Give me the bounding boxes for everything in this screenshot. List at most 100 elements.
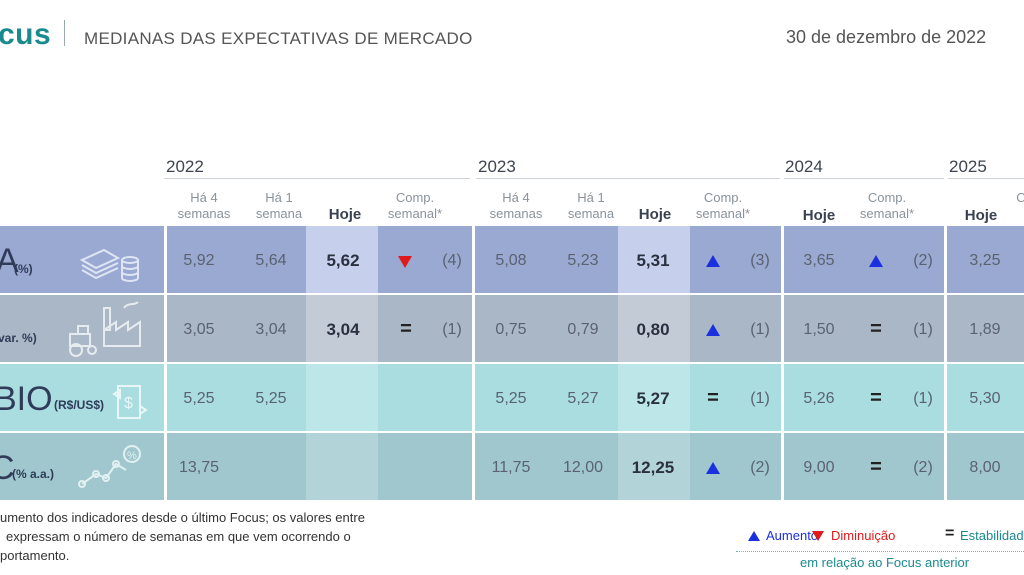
row-label-selic: C — [0, 449, 15, 487]
cell-value: 5,27 — [567, 390, 599, 407]
increase-arrow-icon — [706, 255, 720, 267]
svg-text:$: $ — [124, 395, 133, 412]
year-2024-rule — [784, 178, 944, 179]
cell-hoje: 8,00 — [969, 459, 1001, 476]
stable-equal-icon: = — [707, 387, 719, 409]
hoje-highlight — [306, 226, 378, 293]
cell-hoje: 5,31 — [636, 251, 670, 270]
cell-value: 5,25 — [255, 390, 287, 407]
year-2025: 2025 — [949, 157, 987, 176]
footnote-line: expressam o número de semanas em que vem… — [6, 529, 351, 544]
cell-hoje: 0,80 — [636, 320, 670, 339]
cell-weeks: (1) — [442, 321, 462, 338]
hoje-highlight — [618, 295, 690, 362]
year-2023-rule — [476, 178, 780, 179]
cell-hoje: 3,25 — [969, 252, 1001, 269]
cell-weeks: (1) — [750, 390, 770, 407]
row-unit-ipca: (%) — [14, 262, 33, 276]
cell-value: 12,00 — [562, 459, 604, 476]
row-unit-pib: var. %) — [0, 331, 37, 345]
col-comp-2025: C s — [1016, 190, 1024, 205]
cell-value: 5,25 — [495, 390, 527, 407]
column-divider — [781, 226, 784, 500]
cell-weeks: (3) — [750, 252, 770, 269]
col-comp-2022: Comp. semanal* — [387, 190, 443, 221]
decrease-arrow-icon — [398, 256, 412, 268]
cell-value: 0,79 — [567, 321, 599, 338]
legend-increase-icon — [748, 531, 760, 541]
col-comp-2023: Comp. semanal* — [695, 190, 751, 221]
col-hoje-2025: Hoje — [964, 207, 998, 224]
rate-chart-icon: % — [78, 445, 141, 488]
row-selic-bg — [0, 433, 1024, 500]
footnote: umento dos indicadores desde o último Fo… — [0, 508, 420, 565]
report-date: 30 de dezembro de 2022 — [786, 27, 987, 47]
cell-hoje: 3,04 — [326, 320, 360, 339]
col-hoje-2024: Hoje — [802, 207, 836, 224]
page-title: MEDIANAS DAS EXPECTATIVAS DE MERCADO — [84, 29, 473, 48]
hoje-highlight — [618, 433, 690, 500]
cell-weeks: (2) — [913, 252, 933, 269]
svg-text:%: % — [127, 450, 137, 462]
legend-decrease-label: Diminuição — [831, 528, 896, 543]
stable-equal-icon: = — [870, 456, 882, 478]
increase-arrow-icon — [869, 255, 883, 267]
footnote-line: umento dos indicadores desde o último Fo… — [0, 510, 365, 525]
row-unit-cambio: (R$/US$) — [54, 398, 105, 412]
increase-arrow-icon — [706, 324, 720, 336]
cell-value: 5,25 — [183, 390, 215, 407]
col-ha4-2023: Há 4 semanas — [489, 190, 543, 221]
cell-hoje: 1,89 — [969, 321, 1001, 338]
cell-hoje: 5,26 — [803, 390, 835, 407]
row-label-ipca: A — [0, 242, 19, 280]
row-cambio-bg — [0, 364, 1024, 431]
cell-hoje: 9,00 — [803, 459, 835, 476]
column-divider — [944, 226, 947, 500]
row-label-cambio: BIO — [0, 380, 53, 418]
hoje-highlight — [306, 433, 378, 500]
hoje-highlight — [618, 226, 690, 293]
legend-decrease-icon — [812, 531, 824, 541]
col-ha1-2022: Há 1 semana — [255, 190, 303, 221]
cell-hoje: 1,50 — [803, 321, 835, 338]
row-pib-bg — [0, 295, 1024, 362]
stable-equal-icon: = — [870, 387, 882, 409]
legend-stable-label: Estabilidad — [960, 528, 1024, 543]
year-2022-rule — [164, 178, 470, 179]
year-2025-rule — [948, 178, 1024, 179]
col-hoje-2022: Hoje — [328, 206, 362, 223]
column-divider — [164, 226, 167, 500]
header-divider — [64, 20, 65, 46]
cell-hoje: 5,30 — [969, 390, 1001, 407]
row-ipca-bg — [0, 226, 1024, 293]
legend-divider — [736, 551, 1024, 552]
year-2022: 2022 — [166, 157, 204, 176]
cell-value: 0,75 — [495, 321, 527, 338]
year-2024: 2024 — [785, 157, 823, 176]
col-comp-2024: Comp. semanal* — [859, 190, 915, 221]
col-ha1-2023: Há 1 semana — [567, 190, 615, 221]
cell-weeks: (1) — [913, 390, 933, 407]
cell-weeks: (2) — [750, 459, 770, 476]
cell-value: 3,05 — [183, 321, 215, 338]
cell-value: 13,75 — [178, 459, 220, 476]
legend-increase-label: Aumento — [766, 528, 819, 543]
increase-arrow-icon — [706, 462, 720, 474]
cell-weeks: (2) — [913, 459, 933, 476]
legend-stable-icon: = — [945, 525, 955, 542]
cell-value: 5,92 — [183, 252, 215, 269]
cell-hoje: 5,27 — [636, 389, 670, 408]
cell-value: 5,08 — [495, 252, 527, 269]
cell-hoje: 12,25 — [631, 458, 675, 477]
stable-equal-icon: = — [400, 318, 412, 340]
money-coins-icon — [79, 248, 139, 282]
cell-weeks: (1) — [913, 321, 933, 338]
cell-hoje: 3,65 — [803, 252, 835, 269]
cell-value: 3,04 — [255, 321, 287, 338]
cell-weeks: (1) — [750, 321, 770, 338]
cell-value: 5,64 — [255, 252, 287, 269]
col-ha4-2022: Há 4 semanas — [177, 190, 231, 221]
focus-logo: cus — [0, 18, 52, 51]
factory-tractor-icon — [69, 301, 141, 357]
hoje-highlight — [618, 364, 690, 431]
